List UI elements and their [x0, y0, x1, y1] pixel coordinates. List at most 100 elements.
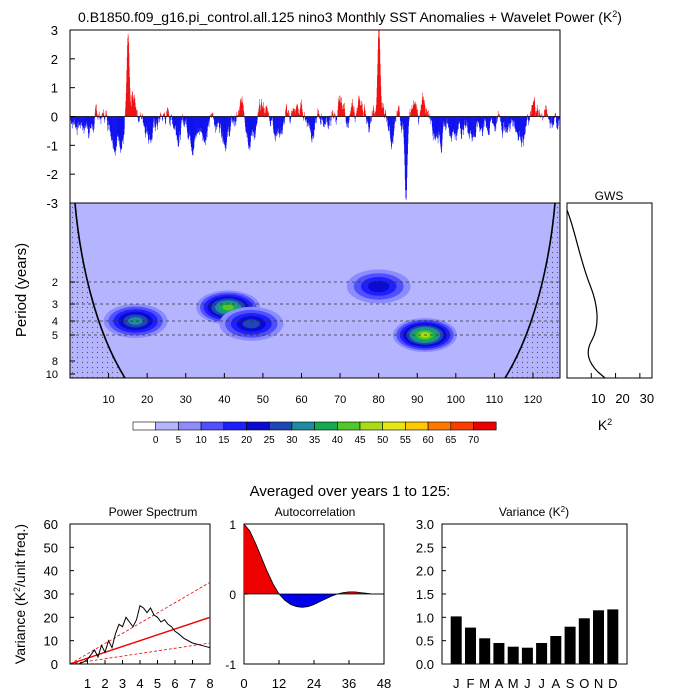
- month-label: O: [579, 676, 589, 691]
- year-tick-label: 30: [180, 394, 192, 406]
- colorbar-swatch: [427, 421, 452, 431]
- variance-ticks: J F M A M J J A S O N D0.00.51.01.52.02.53.0: [416, 517, 618, 691]
- variance-bar: [493, 643, 505, 664]
- month-label: A: [552, 676, 561, 691]
- colorbar-label: 65: [445, 435, 457, 446]
- main-title: 0.B1850.f09_g16.pi_control.all.125 nino3…: [78, 9, 622, 25]
- power-contour: [367, 280, 390, 293]
- ac-x-tick-label: 36: [342, 676, 356, 691]
- year-tick-label: 50: [257, 394, 269, 406]
- ac-x-tick-label: 24: [307, 676, 321, 691]
- gws-panel: GWS 10 20 30 K2: [566, 189, 654, 433]
- cone-of-influence-left: [70, 203, 125, 378]
- period-tick-label: 10: [46, 369, 58, 381]
- autocorrelation-area: [243, 523, 384, 608]
- ps-x-tick-label: 8: [206, 676, 213, 691]
- ps-x-tick-label: 6: [171, 676, 178, 691]
- coi-line-right: [504, 203, 556, 378]
- ps-y-tick-label: 0: [51, 657, 58, 672]
- variance-bar: [564, 626, 576, 664]
- gws-tick-label: 10: [591, 391, 605, 406]
- red-noise-line: [69, 616, 211, 665]
- power-contour: [222, 304, 234, 311]
- y-tick-label: 3: [51, 23, 58, 38]
- colorbar-swatch: [314, 421, 338, 431]
- year-tick-label: 70: [334, 394, 346, 406]
- ps-x-tick-label: 4: [136, 676, 143, 691]
- variance-bar: [578, 618, 590, 664]
- year-tick-label: 10: [102, 394, 114, 406]
- period-tick-label: 8: [52, 356, 58, 368]
- colorbar-swatch: [473, 421, 497, 431]
- colorbar-swatch: [405, 421, 429, 431]
- gws-frame: [566, 202, 653, 379]
- year-tick-label: 40: [218, 394, 230, 406]
- y-tick-label: -3: [46, 196, 58, 211]
- wavelet-x-ticks: 10 20 30 40 50 60 70 80 90 100 110 120: [102, 373, 542, 406]
- positive-area: [244, 524, 279, 594]
- ps-y-tick-label: 20: [44, 610, 58, 625]
- ps-y-tick-label: 30: [44, 587, 58, 602]
- ps-x-tick-label: 3: [119, 676, 126, 691]
- gws-tick-label: 20: [615, 391, 629, 406]
- ps-y-tick-label: 50: [44, 540, 58, 555]
- year-tick-label: 110: [486, 394, 504, 406]
- colorbar-label: 60: [423, 435, 435, 446]
- var-y-tick-label: 2.0: [416, 564, 434, 579]
- power-spectrum-lines: [69, 581, 211, 665]
- colorbar-swatch: [223, 421, 247, 431]
- wavelet-y-ticks: 2 3 4 5 810: [46, 277, 75, 381]
- month-label: J: [453, 676, 460, 691]
- colorbar-swatch: [132, 421, 157, 431]
- period-tick-label: 4: [52, 316, 58, 328]
- variance-bar: [465, 627, 476, 664]
- y-tick-label: -2: [46, 167, 58, 182]
- variance-bar: [450, 616, 462, 664]
- colorbar-label: 40: [332, 435, 344, 446]
- averaged-title: Averaged over years 1 to 125:: [250, 483, 451, 500]
- ac-y-tick-label: 0: [229, 588, 236, 602]
- gws-tick-label: 30: [640, 391, 654, 406]
- year-tick-label: 80: [373, 394, 385, 406]
- ac-y-tick-label: -1: [225, 658, 236, 672]
- autocorrelation-line: [243, 523, 384, 608]
- month-label: D: [608, 676, 617, 691]
- autocorrelation-title: Autocorrelation: [275, 505, 356, 519]
- colorbar-swatch: [178, 421, 202, 431]
- year-tick-label: 120: [524, 394, 542, 406]
- colorbar-label: 55: [400, 435, 412, 446]
- ac-y-tick-label: 1: [229, 518, 236, 532]
- sst-bars: [70, 30, 561, 201]
- colorbar-swatch: [246, 421, 270, 431]
- var-y-tick-label: 3.0: [416, 517, 434, 532]
- colorbar-label: 30: [286, 435, 298, 446]
- ps-y-tick-label: 60: [44, 517, 58, 532]
- year-tick-label: 90: [411, 394, 423, 406]
- colorbar-swatch: [336, 421, 361, 431]
- colorbar-label: 5: [176, 435, 182, 446]
- gws-x-ticks: 10 20 30: [590, 373, 654, 406]
- colorbar-label: 70: [468, 435, 480, 446]
- var-y-tick-label: 2.5: [416, 540, 434, 555]
- gws-curve: [566, 209, 606, 379]
- month-label: A: [495, 676, 504, 691]
- spectrum-line: [78, 604, 211, 665]
- variance-bar: [536, 643, 548, 664]
- variance-bar: [507, 646, 519, 664]
- colorbar-swatch: [291, 421, 315, 431]
- variance-bars: [450, 609, 619, 664]
- power-spectrum-panel: Power Spectrum 1 2 3 4 5 6 7 8 0 10 20 30 40 50 60 Var…: [12, 505, 214, 691]
- sst-y-ticks: 3 2 1 0 -1 -2 -3: [46, 23, 75, 211]
- colorbar-label: 35: [309, 435, 321, 446]
- colorbar-label: 25: [264, 435, 276, 446]
- ps-x-tick-label: 7: [189, 676, 196, 691]
- month-label: N: [594, 676, 603, 691]
- year-tick-label: 100: [447, 394, 465, 406]
- coi-line-left: [74, 203, 126, 378]
- colorbar-swatch: [359, 421, 384, 431]
- period-tick-label: 3: [52, 299, 58, 311]
- month-label: M: [479, 676, 490, 691]
- wavelet-y-label: Period (years): [13, 243, 30, 337]
